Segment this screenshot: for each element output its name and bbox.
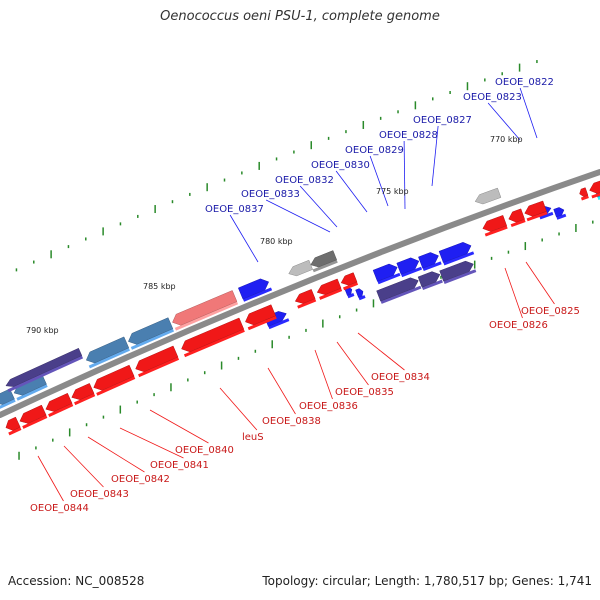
cds-0834	[340, 272, 359, 291]
lead-line	[299, 185, 338, 228]
cds-0844	[5, 416, 22, 436]
gene-label-oeoe_0835: OEOE_0835	[335, 387, 394, 398]
cds-0842	[45, 392, 74, 417]
cds-0825	[508, 208, 526, 228]
cds-0828	[418, 252, 442, 272]
cds-inner-0841	[85, 336, 130, 369]
pseudo-0827	[439, 260, 477, 284]
gene-label-oeoe_0825: OEOE_0825	[521, 306, 580, 317]
cds-inner-0838	[237, 278, 273, 302]
pseudo-0828	[417, 271, 443, 291]
gene-label-oeoe_0828: OEOE_0828	[379, 130, 438, 141]
feature-track	[0, 180, 600, 436]
gene-label-oeoe_0833: OEOE_0833	[241, 189, 300, 200]
cds-0836	[294, 289, 317, 309]
gc-content-marks	[15, 60, 594, 460]
cds-0825b	[524, 200, 548, 222]
scale-label-785: 785 kbp	[143, 282, 176, 291]
cds-0832	[355, 288, 366, 301]
cds-leuS-a	[135, 345, 180, 378]
pseudo-0830	[376, 277, 422, 304]
genome-backbone	[0, 169, 600, 418]
cds-0829	[396, 257, 423, 278]
gene-label-oeoe_0830: OEOE_0830	[311, 160, 370, 171]
gene-labels: OEOE_0822 OEOE_0823 OEOE_0827 OEOE_0828 OEOE…	[30, 77, 580, 514]
label-lead-lines	[37, 87, 555, 502]
lead-line	[149, 409, 209, 444]
scale-label-775: 775 kbp	[376, 187, 409, 196]
lead-line	[357, 332, 405, 371]
lead-line	[336, 341, 369, 386]
gene-label-oeoe_0837: OEOE_0837	[205, 204, 264, 215]
cds-0840	[93, 364, 136, 396]
lead-line	[87, 436, 145, 473]
gene-label-oeoe_0834: OEOE_0834	[371, 372, 430, 383]
gene-label-oeoe_0829: OEOE_0829	[345, 145, 404, 156]
map-title: Oenococcus oeni PSU-1, complete genome	[160, 9, 440, 24]
cds-0820	[589, 180, 600, 199]
cds-inner-0836	[288, 259, 314, 282]
gene-label-oeoe_0841: OEOE_0841	[150, 460, 209, 471]
gene-label-leus: leuS	[242, 432, 264, 443]
cds-0841	[71, 383, 96, 406]
lead-line	[369, 155, 389, 207]
topology-text: Topology: circular; Length: 1,780,517 bp…	[262, 574, 592, 588]
gene-label-oeoe_0832: OEOE_0832	[275, 175, 334, 186]
lead-line	[335, 170, 368, 213]
accession-text: Accession: NC_008528	[8, 574, 145, 588]
cds-0843	[19, 404, 48, 429]
cds-0830	[372, 263, 401, 285]
cds-0826	[482, 215, 508, 237]
gene-label-oeoe_0843: OEOE_0843	[70, 489, 129, 500]
lead-line	[487, 102, 521, 141]
scale-label-790: 790 kbp	[26, 326, 59, 335]
lead-line	[314, 349, 333, 400]
cds-0838	[245, 304, 277, 331]
scale-label-780: 780 kbp	[260, 237, 293, 246]
cds-0827	[438, 242, 475, 266]
cds-leuS	[181, 317, 245, 358]
cds-inner-0826	[474, 187, 502, 210]
gene-label-oeoe_0822: OEOE_0822	[495, 77, 554, 88]
lead-line	[403, 140, 406, 210]
gene-label-oeoe_0826: OEOE_0826	[489, 320, 548, 331]
cds-inner-0844	[0, 388, 16, 409]
gene-label-oeoe_0842: OEOE_0842	[111, 474, 170, 485]
gene-label-oeoe_0838: OEOE_0838	[262, 416, 321, 427]
gene-label-oeoe_0844: OEOE_0844	[30, 503, 89, 514]
lead-line	[431, 125, 439, 187]
lead-line	[267, 367, 296, 415]
scale-label-770: 770 kbp	[490, 135, 523, 144]
lead-line	[37, 455, 64, 502]
gene-label-oeoe_0836: OEOE_0836	[299, 401, 358, 412]
cds-inner-leuS	[172, 290, 239, 331]
pseudo-inner	[5, 347, 84, 393]
lead-line	[119, 427, 184, 459]
cds-0835	[316, 278, 343, 300]
lead-line	[219, 387, 258, 431]
lead-line	[63, 445, 104, 488]
cds-0822	[553, 207, 567, 220]
lead-line	[265, 199, 331, 233]
lead-line	[229, 214, 259, 263]
gene-label-oeoe_0827: OEOE_0827	[413, 115, 472, 126]
cds-0821	[579, 187, 589, 201]
lead-line	[525, 261, 555, 305]
gene-label-oeoe_0840: OEOE_0840	[175, 445, 234, 456]
scale-labels: 770 kbp 775 kbp 780 kbp 785 kbp 790 kbp	[26, 135, 523, 335]
lead-line	[504, 267, 523, 319]
lead-line	[519, 87, 538, 139]
gene-label-oeoe_0823: OEOE_0823	[463, 92, 522, 103]
cds-inner-0840	[128, 317, 175, 350]
cds-inner-0835	[310, 250, 338, 273]
